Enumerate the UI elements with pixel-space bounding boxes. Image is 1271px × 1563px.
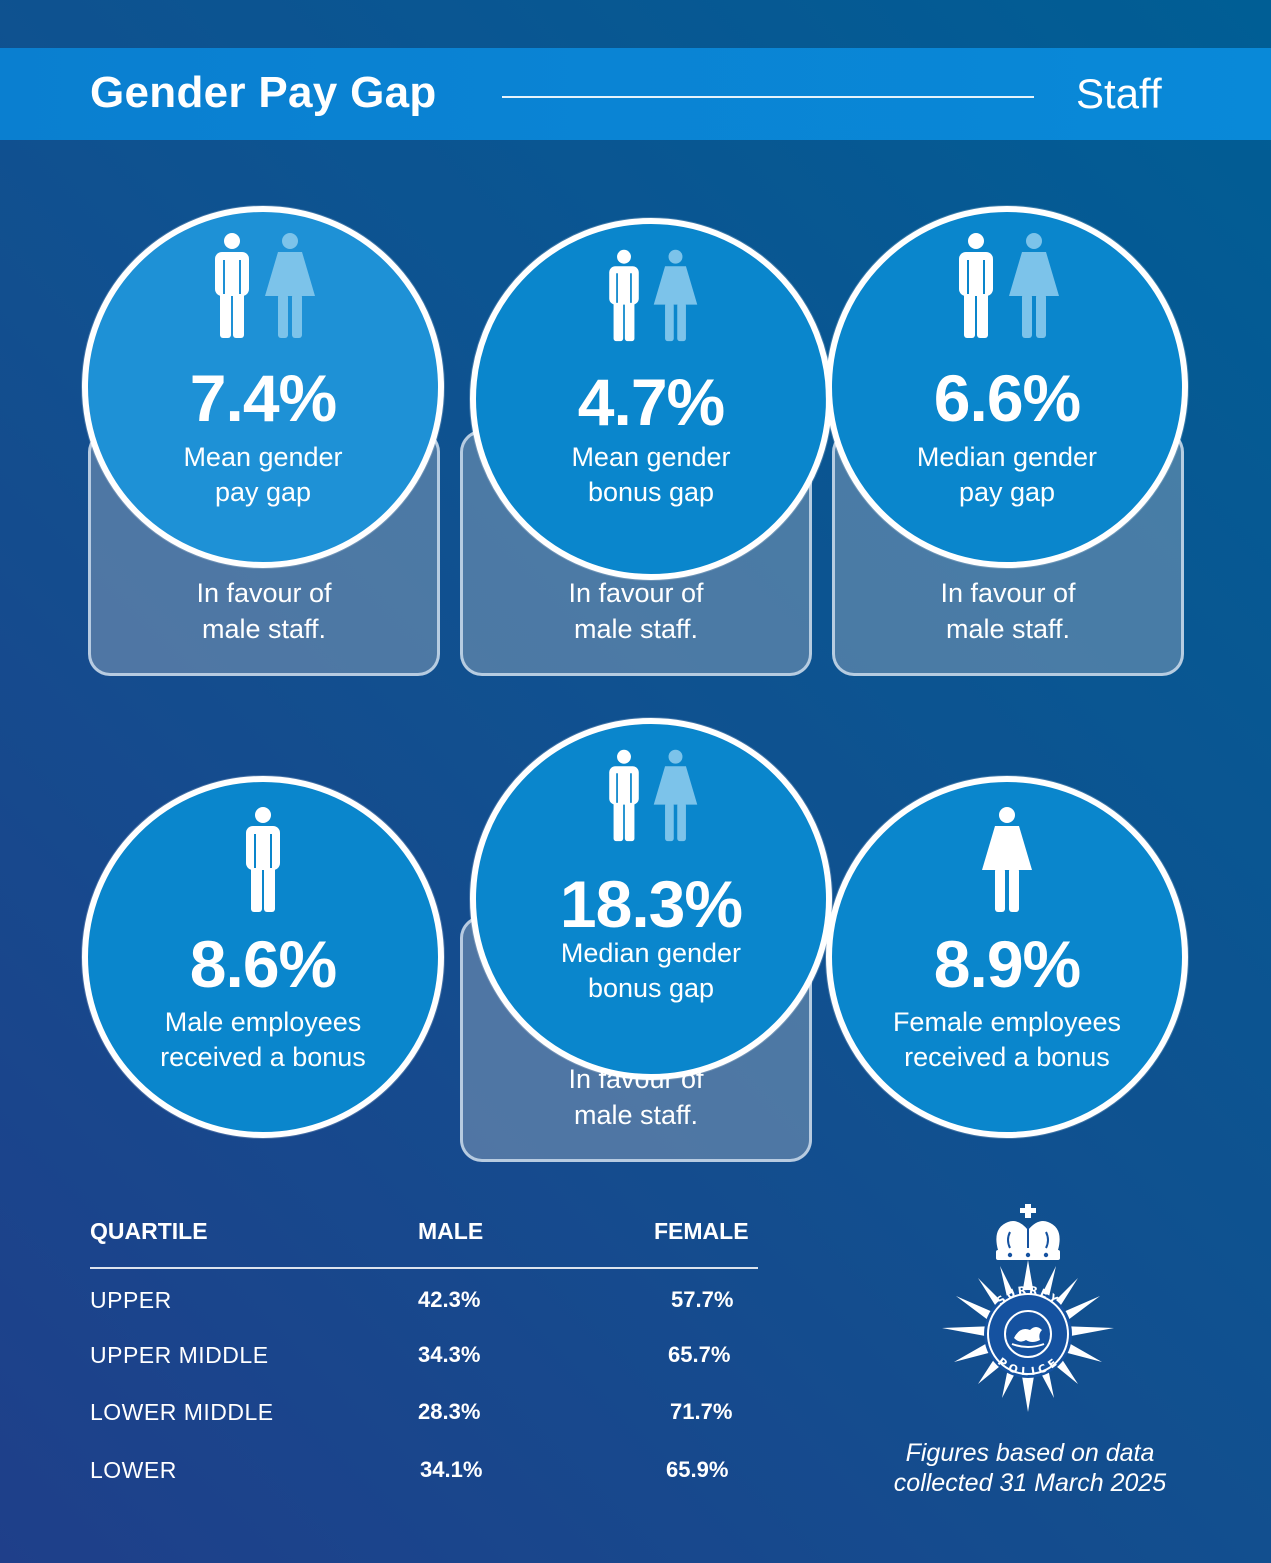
quartile-name: LOWER [90, 1457, 177, 1483]
stat-note-line1: In favour of [568, 578, 704, 608]
woman-icon [653, 749, 697, 842]
stat-label-line2: pay gap [958, 477, 1056, 507]
surrey-police-badge-logo: SURREY POLICE [942, 1204, 1114, 1412]
stat-value: 6.6% [933, 361, 1081, 435]
male-value: 28.3% [418, 1399, 481, 1424]
man-icon [608, 249, 639, 342]
male-value: 42.3% [418, 1287, 481, 1312]
stat-circle-female-bonus: 8.9% Female employees received a bonus [826, 776, 1188, 1138]
stat-value: 18.3% [559, 867, 743, 941]
man-icon [959, 233, 993, 338]
gender-icons [88, 232, 438, 338]
stat-value: 4.7% [577, 365, 725, 439]
stat-label-line2: received a bonus [160, 1042, 366, 1072]
male-value: 34.3% [418, 1342, 481, 1367]
stat-value: 8.6% [189, 927, 337, 1001]
table-row: LOWER MIDDLE 28.3% 71.7% [0, 1399, 800, 1431]
quartile-name: UPPER [90, 1287, 172, 1313]
female-value: 71.7% [670, 1399, 733, 1424]
stat-label-line2: bonus gap [587, 477, 715, 507]
stat-label-line2: pay gap [214, 477, 312, 507]
footnote: Figures based on data collected 31 March… [870, 1438, 1190, 1498]
male-value: 34.1% [420, 1457, 483, 1482]
gender-icons [476, 748, 826, 842]
stat-label: Mean gender pay gap [88, 440, 438, 510]
stat-note: In favour of male staff. [835, 575, 1181, 647]
gender-icons [88, 806, 438, 912]
stat-label-line1: Median gender [916, 442, 1098, 472]
stat-note-line2: male staff. [201, 614, 327, 644]
stat-circle-median-bonus-gap: 18.3% Median gender bonus gap [470, 718, 832, 1080]
male-header: MALE [418, 1218, 484, 1244]
footnote-line1: Figures based on data [905, 1439, 1155, 1467]
stat-label-line1: Mean gender [183, 442, 343, 472]
stat-label: Female employees received a bonus [832, 1005, 1182, 1075]
stat-label-line2: received a bonus [904, 1042, 1110, 1072]
man-icon [246, 807, 280, 912]
stat-circle-mean-pay-gap: 7.4% Mean gender pay gap [82, 206, 444, 568]
woman-icon [1009, 233, 1059, 338]
quartile-name: LOWER MIDDLE [90, 1399, 274, 1425]
man-icon [608, 749, 639, 842]
female-value: 57.7% [671, 1287, 734, 1312]
quartile-header: QUARTILE [90, 1218, 208, 1244]
page-title: Gender Pay Gap [90, 68, 437, 117]
footnote-line2: collected 31 March 2025 [893, 1469, 1167, 1497]
table-row: UPPER MIDDLE 34.3% 65.7% [0, 1342, 800, 1374]
stat-label: Male employees received a bonus [88, 1005, 438, 1075]
woman-icon [982, 807, 1032, 912]
stat-label-line1: Female employees [892, 1007, 1122, 1037]
header-band [0, 48, 1271, 140]
female-value: 65.9% [666, 1457, 729, 1482]
stat-label-line1: Male employees [164, 1007, 362, 1037]
stat-label-line1: Mean gender [571, 442, 731, 472]
woman-icon [265, 233, 315, 338]
female-value: 65.7% [668, 1342, 731, 1367]
table-row: LOWER 34.1% 65.9% [0, 1457, 800, 1489]
stat-note: In favour of male staff. [463, 575, 809, 647]
stat-label: Mean gender bonus gap [476, 440, 826, 510]
gender-icons [476, 248, 826, 342]
stat-value: 8.9% [933, 927, 1081, 1001]
stat-label-line2: bonus gap [587, 973, 715, 1003]
stat-note-line2: male staff. [573, 1100, 699, 1130]
stat-note-line1: In favour of [196, 578, 332, 608]
stat-label: Median gender bonus gap [476, 936, 826, 1006]
stat-value: 7.4% [189, 361, 337, 435]
stat-circle-median-pay-gap: 6.6% Median gender pay gap [826, 206, 1188, 568]
stat-note-line2: male staff. [573, 614, 699, 644]
stat-circle-male-bonus: 8.6% Male employees received a bonus [82, 776, 444, 1138]
stat-note: In favour of male staff. [91, 575, 437, 647]
gender-icons [832, 806, 1182, 912]
header-rule [502, 96, 1034, 98]
stat-circle-mean-bonus-gap: 4.7% Mean gender bonus gap [470, 218, 832, 580]
stat-label: Median gender pay gap [832, 440, 1182, 510]
page-subtitle: Staff [1076, 70, 1162, 117]
table-row: UPPER 42.3% 57.7% [0, 1287, 800, 1319]
quartile-name: UPPER MIDDLE [90, 1342, 269, 1368]
gender-icons [832, 232, 1182, 338]
stat-note-line2: male staff. [945, 614, 1071, 644]
table-divider [90, 1267, 758, 1269]
man-icon [215, 233, 249, 338]
woman-icon [653, 249, 697, 342]
stat-label-line1: Median gender [560, 938, 742, 968]
stat-note-line1: In favour of [940, 578, 1076, 608]
female-header: FEMALE [654, 1218, 749, 1244]
